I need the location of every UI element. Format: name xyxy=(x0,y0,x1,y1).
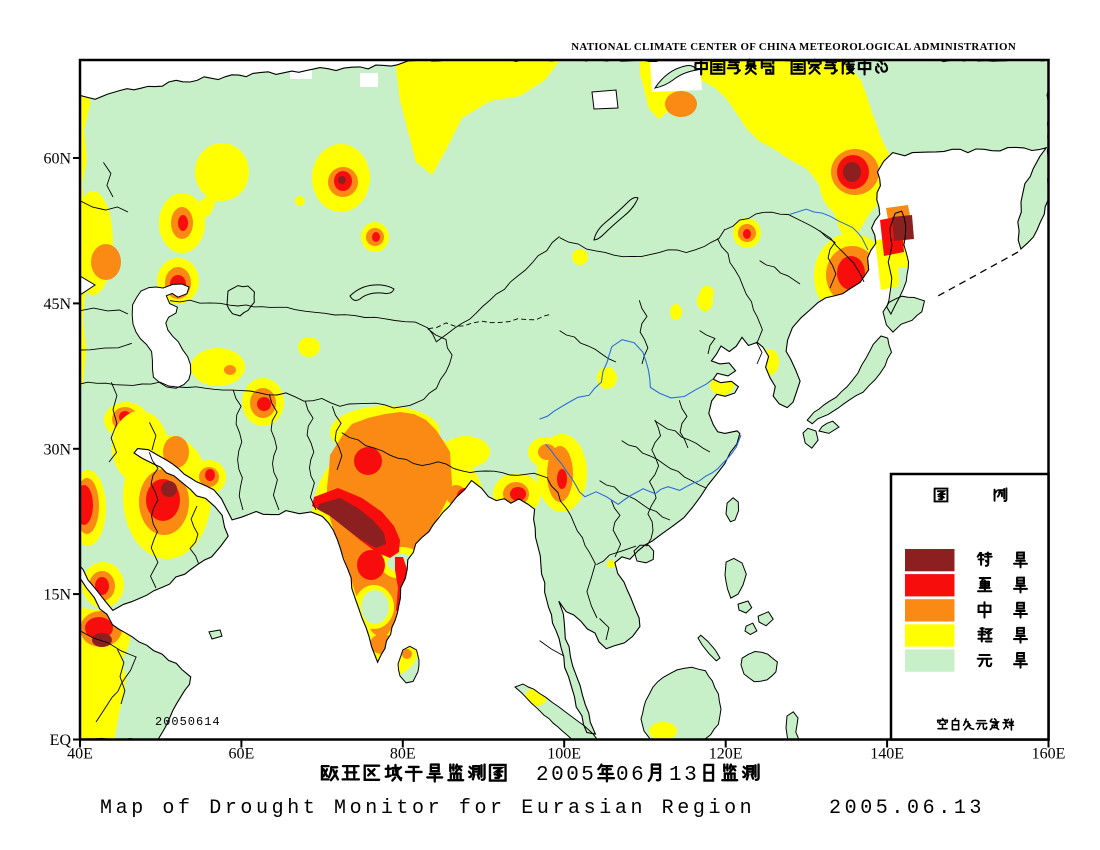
svg-text:06: 06 xyxy=(616,764,646,787)
svg-text:100E: 100E xyxy=(547,746,581,763)
svg-text:2005: 2005 xyxy=(536,764,596,787)
svg-text:30N: 30N xyxy=(43,441,71,458)
svg-text:140E: 140E xyxy=(870,746,904,763)
svg-text:40E: 40E xyxy=(67,746,93,763)
svg-text:Map of Drought Monitor for Eur: Map of Drought Monitor for Eurasian Regi… xyxy=(100,797,755,820)
svg-text:160E: 160E xyxy=(1032,746,1066,763)
svg-text:20050614: 20050614 xyxy=(155,715,221,729)
svg-text:120E: 120E xyxy=(709,746,743,763)
svg-text:NATIONAL CLIMATE CENTER OF CHI: NATIONAL CLIMATE CENTER OF CHINA METEORO… xyxy=(571,41,1016,53)
svg-text:45N: 45N xyxy=(43,296,71,313)
svg-text:2005.06.13: 2005.06.13 xyxy=(829,797,985,820)
svg-text:60N: 60N xyxy=(43,151,71,168)
svg-text:EQ: EQ xyxy=(50,732,72,749)
svg-text:80E: 80E xyxy=(390,746,416,763)
svg-text:60E: 60E xyxy=(229,746,255,763)
svg-text:13: 13 xyxy=(669,764,699,787)
svg-text:15N: 15N xyxy=(43,587,71,604)
